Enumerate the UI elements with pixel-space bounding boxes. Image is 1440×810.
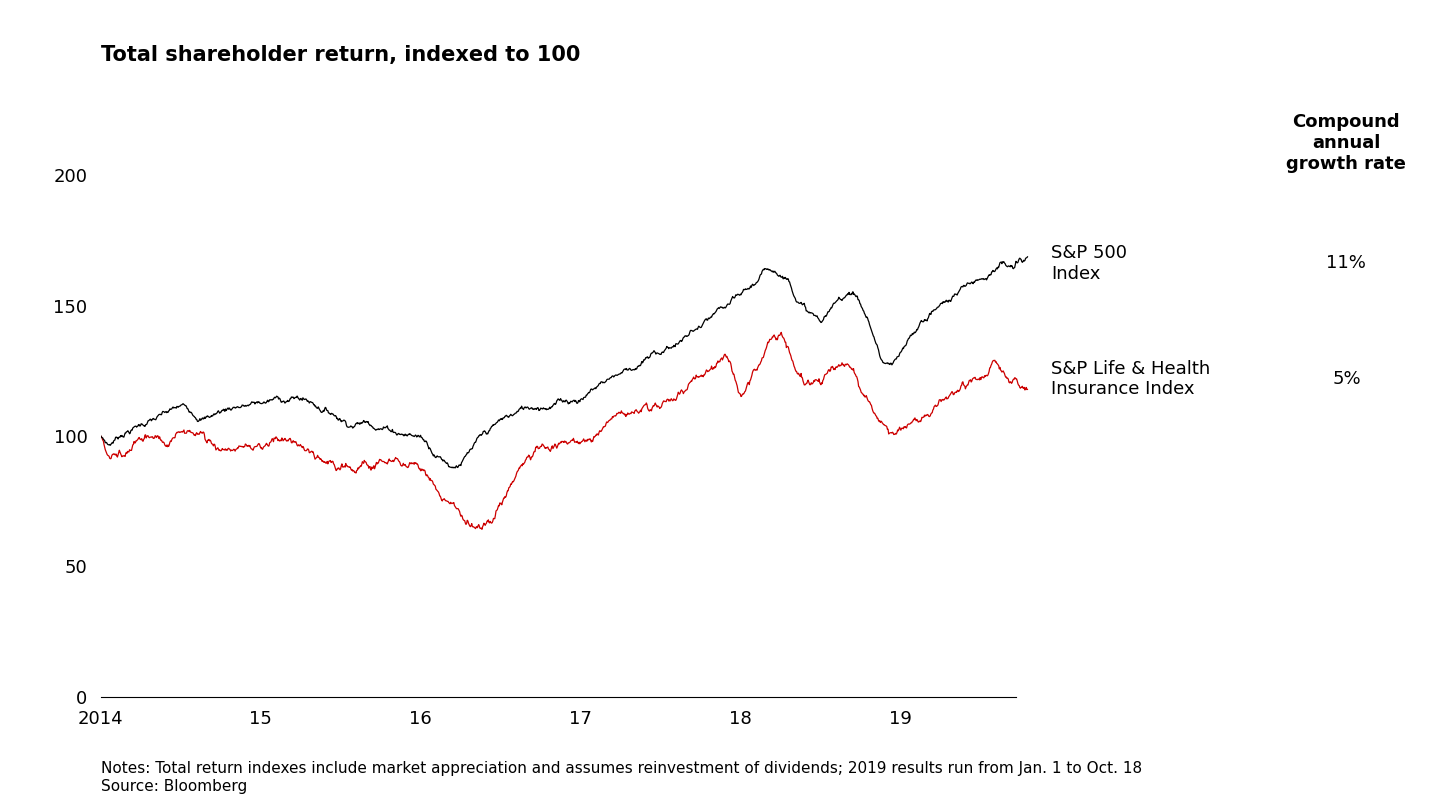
Text: Notes: Total return indexes include market appreciation and assumes reinvestment: Notes: Total return indexes include mark…	[101, 761, 1142, 794]
Text: 5%: 5%	[1332, 370, 1361, 388]
Text: Compound
annual
growth rate: Compound annual growth rate	[1286, 113, 1407, 173]
Text: 11%: 11%	[1326, 254, 1367, 272]
Text: S&P 500
Index: S&P 500 Index	[1051, 244, 1128, 283]
Text: Total shareholder return, indexed to 100: Total shareholder return, indexed to 100	[101, 45, 580, 65]
Text: S&P Life & Health
Insurance Index: S&P Life & Health Insurance Index	[1051, 360, 1211, 399]
